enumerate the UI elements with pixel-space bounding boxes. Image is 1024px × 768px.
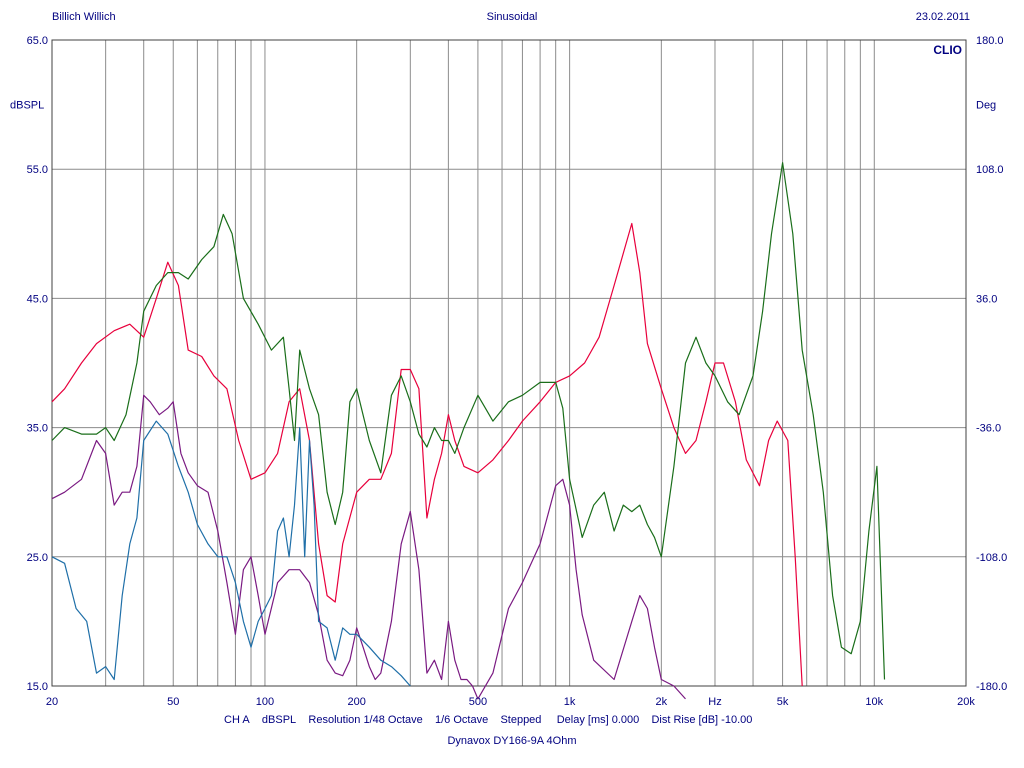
x-tick-label: 20 <box>46 696 58 708</box>
y2-tick-label: -36.0 <box>976 423 1001 435</box>
y-tick-label: 15.0 <box>27 681 48 693</box>
y2-tick-label: 108.0 <box>976 164 1004 176</box>
y2-tick-label: -108.0 <box>976 552 1007 564</box>
header-center: Sinusoidal <box>486 11 538 23</box>
y-tick-label: 45.0 <box>27 293 48 305</box>
x-tick-label: 200 <box>347 696 365 708</box>
y2-tick-label: 180.0 <box>976 35 1004 47</box>
footer-device: Dynavox DY166-9A 4Ohm <box>447 735 577 747</box>
series-line-purple <box>51 394 686 700</box>
y2-tick-label: -180.0 <box>976 681 1007 693</box>
footer-channel: CH A <box>224 714 250 726</box>
x-tick-label: 500 <box>469 696 487 708</box>
footer-settings-line: CH A dBSPL Resolution 1/48 Octave 1/6 Oc… <box>224 714 752 726</box>
header-left: Billich Willich <box>52 11 116 23</box>
footer-mode: Stepped <box>500 714 542 726</box>
y-tick-label: 25.0 <box>27 552 48 564</box>
y-axis-label: dBSPL <box>10 100 44 112</box>
x-tick-label: 2k <box>656 696 668 708</box>
x-tick-label: 5k <box>777 696 789 708</box>
x-tick-label: 100 <box>256 696 274 708</box>
footer-unit: dBSPL <box>261 714 297 726</box>
y-tick-label: 65.0 <box>27 35 48 47</box>
x-tick-label: Hz <box>708 696 721 708</box>
clio-brand-label: CLIO <box>933 43 962 57</box>
plot-frame <box>51 39 967 687</box>
series-line-green <box>51 162 886 680</box>
y2-axis-label: Deg <box>976 100 996 112</box>
header-right: 23.02.2011 <box>915 11 970 23</box>
x-tick-label: 20k <box>957 696 975 708</box>
footer-resolution: Resolution 1/48 Octave <box>308 714 423 726</box>
y2-tick-label: 36.0 <box>976 293 997 305</box>
x-tick-label: 1k <box>564 696 576 708</box>
x-tick-label: 10k <box>865 696 883 708</box>
series-line-blue <box>51 420 411 687</box>
footer-dist-rise: Dist Rise [dB] -10.00 <box>651 714 753 726</box>
x-tick-label: 50 <box>167 696 179 708</box>
y-tick-label: 35.0 <box>27 423 48 435</box>
footer-delay: Delay [ms] 0.000 <box>556 714 640 726</box>
y-tick-label: 55.0 <box>27 164 48 176</box>
series-line-red <box>51 222 803 687</box>
footer-smoothing: 1/6 Octave <box>435 714 489 726</box>
